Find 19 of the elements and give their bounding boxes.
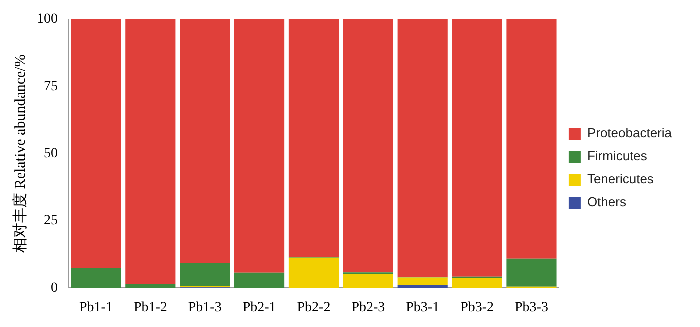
legend-label: Proteobacteria — [587, 126, 673, 141]
legend-label: Others — [587, 194, 627, 210]
x-tick-label: Pb1-1 — [79, 300, 113, 316]
x-tick-label: Pb1-2 — [134, 300, 168, 316]
x-tick-label: Pb3-3 — [515, 300, 548, 316]
y-tick-label: 0 — [51, 280, 58, 296]
x-tick-label: Pb3-2 — [460, 300, 494, 316]
x-tick-label: Pb2-1 — [242, 300, 276, 316]
x-tick-label: Pb2-3 — [352, 300, 386, 316]
legend-label: Tenericutes — [587, 172, 654, 187]
y-tick-label: 50 — [44, 146, 58, 162]
x-tick-label: Pb3-1 — [406, 300, 440, 316]
y-tick-label: 100 — [37, 12, 58, 28]
y-axis-title: 相对丰度 Relative abundance/% — [12, 54, 29, 253]
x-tick-label: Pb1-3 — [188, 300, 222, 316]
legend-label: Firmicutes — [587, 148, 648, 164]
y-tick-label: 25 — [44, 214, 58, 229]
x-tick-label: Pb2-2 — [297, 300, 331, 316]
y-tick-label: 75 — [44, 79, 58, 94]
